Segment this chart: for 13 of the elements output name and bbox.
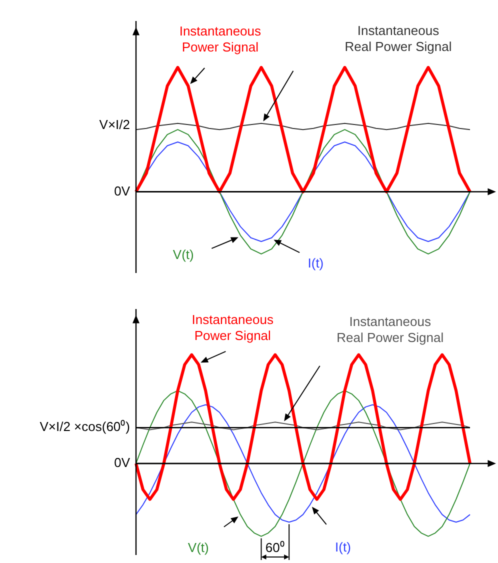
ref-line-label: V×I/2 ×cos(60⁰) [40, 419, 130, 434]
text: I(t) [308, 255, 324, 270]
series-label: Instantaneous Power Signal [192, 312, 274, 344]
text: V×I/2 [99, 117, 130, 132]
ref-line-label: 0V [114, 455, 130, 470]
ref-line-label: 0V [114, 183, 130, 198]
text: V(t) [172, 246, 194, 262]
text: Instantaneous Real Power Signal [336, 314, 444, 345]
series-label: Instantaneous Power Signal [179, 24, 262, 55]
text: Instantaneous Real Power Signal [344, 22, 452, 54]
text: V(t) [188, 540, 209, 556]
text: I(t) [335, 539, 351, 554]
text: 60⁰ [265, 540, 285, 556]
